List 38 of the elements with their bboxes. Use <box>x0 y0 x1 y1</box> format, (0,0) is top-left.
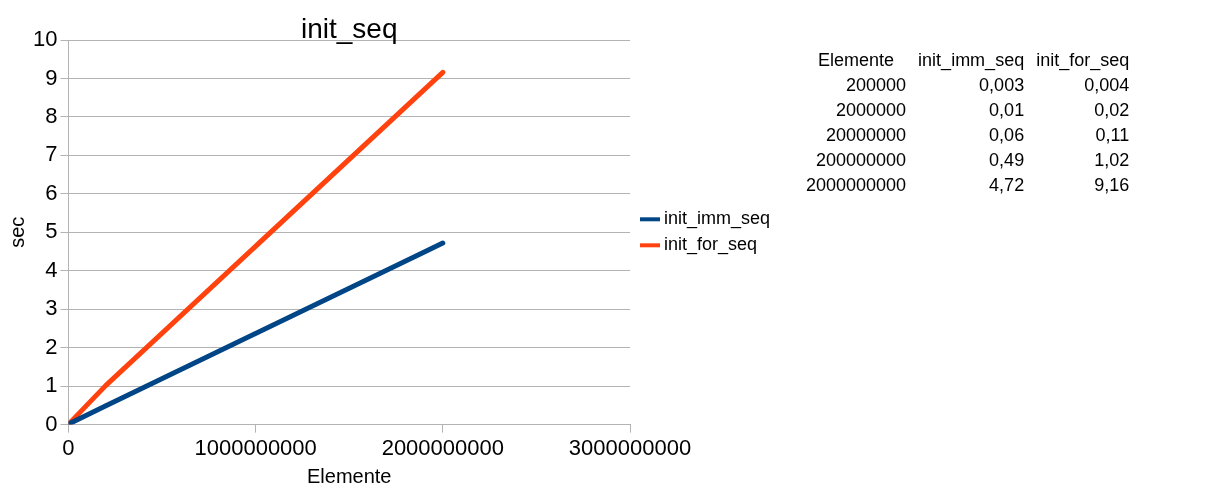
y-tick-label: 10 <box>32 26 58 52</box>
x-tick-label: 0 <box>62 434 75 460</box>
category-label: 2000000 <box>835 99 908 122</box>
y-tick-label: 8 <box>45 102 58 128</box>
y-tick-label: 5 <box>45 218 58 244</box>
x-tick-label: 1000000000 <box>194 434 317 460</box>
data-label: 1,02 <box>1093 149 1131 172</box>
legend-label: init_imm_seq <box>664 208 771 230</box>
x-tick-label: 3000000000 <box>568 434 692 460</box>
data-label: 0,01 <box>988 99 1026 122</box>
y-axis-title: sec <box>5 216 28 248</box>
data-label: 0,003 <box>978 74 1026 97</box>
text: Elemente <box>817 49 896 72</box>
y-tick-label: 7 <box>45 141 58 167</box>
data-label: 4,72 <box>988 174 1026 197</box>
data-label: 0,004 <box>1083 74 1131 97</box>
data-label: 9,16 <box>1093 174 1131 197</box>
data-label: 0,06 <box>988 124 1026 147</box>
x-axis-title: Elemente <box>306 464 392 487</box>
y-tick-label: 9 <box>45 64 58 90</box>
y-tick-label: 4 <box>45 256 58 282</box>
y-tick-label: 3 <box>45 295 58 321</box>
category-label: 20000000 <box>825 124 908 147</box>
category-label: 2000000000 <box>805 174 908 197</box>
data-label: 0,11 <box>1094 124 1131 147</box>
category-label: 200000 <box>845 74 908 97</box>
data-label: 0,49 <box>988 149 1026 172</box>
category-label: 200000000 <box>815 149 908 172</box>
y-tick-label: 1 <box>45 372 58 398</box>
legend-label: init_for_seq <box>664 234 758 256</box>
y-tick-label: 6 <box>45 179 58 205</box>
x-tick-label: 2000000000 <box>381 434 504 460</box>
text: init_imm_seq <box>917 49 1026 73</box>
text: init_for_seq <box>1035 49 1131 73</box>
y-tick-label: 2 <box>45 333 58 359</box>
chart-title: init_seq <box>300 12 398 44</box>
y-tick-label: 0 <box>45 410 58 436</box>
data-label: 0,02 <box>1093 99 1131 122</box>
